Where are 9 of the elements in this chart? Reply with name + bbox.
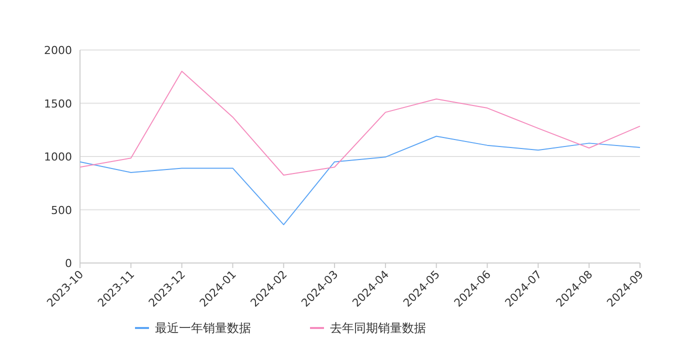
line-series — [80, 136, 640, 226]
y-tick-label: 0 — [65, 257, 72, 270]
legend-label: 去年同期销量数据 — [330, 321, 426, 335]
line-series — [80, 70, 640, 176]
y-tick-label: 1000 — [44, 150, 72, 164]
y-tick-label: 500 — [51, 204, 72, 217]
y-tick-label: 1500 — [44, 97, 72, 110]
legend-label: 最近一年销量数据 — [155, 321, 251, 335]
y-tick-label: 2000 — [44, 44, 72, 57]
